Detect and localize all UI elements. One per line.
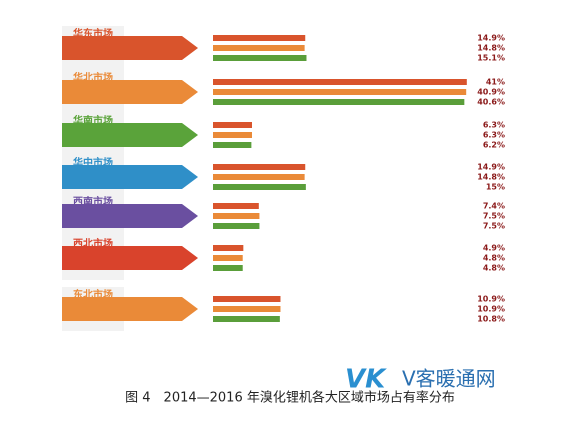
value-label: 40.6% [477, 98, 505, 107]
ribbon [62, 80, 198, 104]
bar [213, 89, 467, 95]
bar [213, 213, 260, 219]
value-label: 15.1% [477, 54, 505, 63]
value-label: 6.3% [483, 121, 505, 130]
value-label: 7.4% [483, 202, 505, 211]
bar [213, 306, 281, 312]
bar [213, 45, 305, 51]
category-label: 西南市场 [73, 195, 113, 208]
bar [213, 164, 306, 170]
bar [213, 122, 252, 128]
category-label: 西北市场 [73, 237, 113, 250]
bar [213, 245, 244, 251]
bar [213, 174, 305, 180]
bar [213, 132, 252, 138]
category-label: 华南市场 [73, 114, 113, 127]
ribbon [62, 246, 198, 270]
bar [213, 79, 467, 85]
category-label: 东北市场 [73, 288, 113, 301]
bar [213, 316, 280, 322]
value-label: 7.5% [483, 212, 505, 221]
value-label: 10.9% [477, 295, 505, 304]
bar [213, 255, 243, 261]
value-label: 40.9% [477, 88, 505, 97]
bar [213, 142, 252, 148]
bar [213, 223, 260, 229]
chart-title: 图 4 2014—2016 年溴化锂机各大区域市场占有率分布 [125, 390, 455, 406]
bar [213, 265, 243, 271]
value-label: 4.9% [483, 244, 505, 253]
logo-text: V客暖通网 [402, 367, 496, 391]
value-label: 10.8% [477, 315, 505, 324]
ribbon [62, 297, 198, 321]
category-label: 华东市场 [73, 27, 113, 40]
value-label: 41% [486, 78, 505, 87]
ribbon [62, 165, 198, 189]
bar [213, 184, 306, 190]
bar [213, 99, 465, 105]
category-label: 华北市场 [73, 71, 113, 84]
ribbon [62, 204, 198, 228]
value-label: 4.8% [483, 264, 505, 273]
value-label: 14.9% [477, 163, 505, 172]
bar [213, 55, 307, 61]
value-label: 7.5% [483, 222, 505, 231]
value-label: 15% [486, 183, 505, 192]
value-label: 14.8% [477, 173, 505, 182]
value-label: 6.3% [483, 131, 505, 140]
value-label: 4.8% [483, 254, 505, 263]
value-label: 10.9% [477, 305, 505, 314]
category-label: 华中市场 [73, 156, 113, 169]
bar [213, 35, 306, 41]
logo: VK [345, 365, 387, 395]
value-label: 14.8% [477, 44, 505, 53]
value-label: 14.9% [477, 34, 505, 43]
value-label: 6.2% [483, 141, 505, 150]
ribbon [62, 36, 198, 60]
bar [213, 296, 281, 302]
bar [213, 203, 259, 209]
ribbon [62, 123, 198, 147]
